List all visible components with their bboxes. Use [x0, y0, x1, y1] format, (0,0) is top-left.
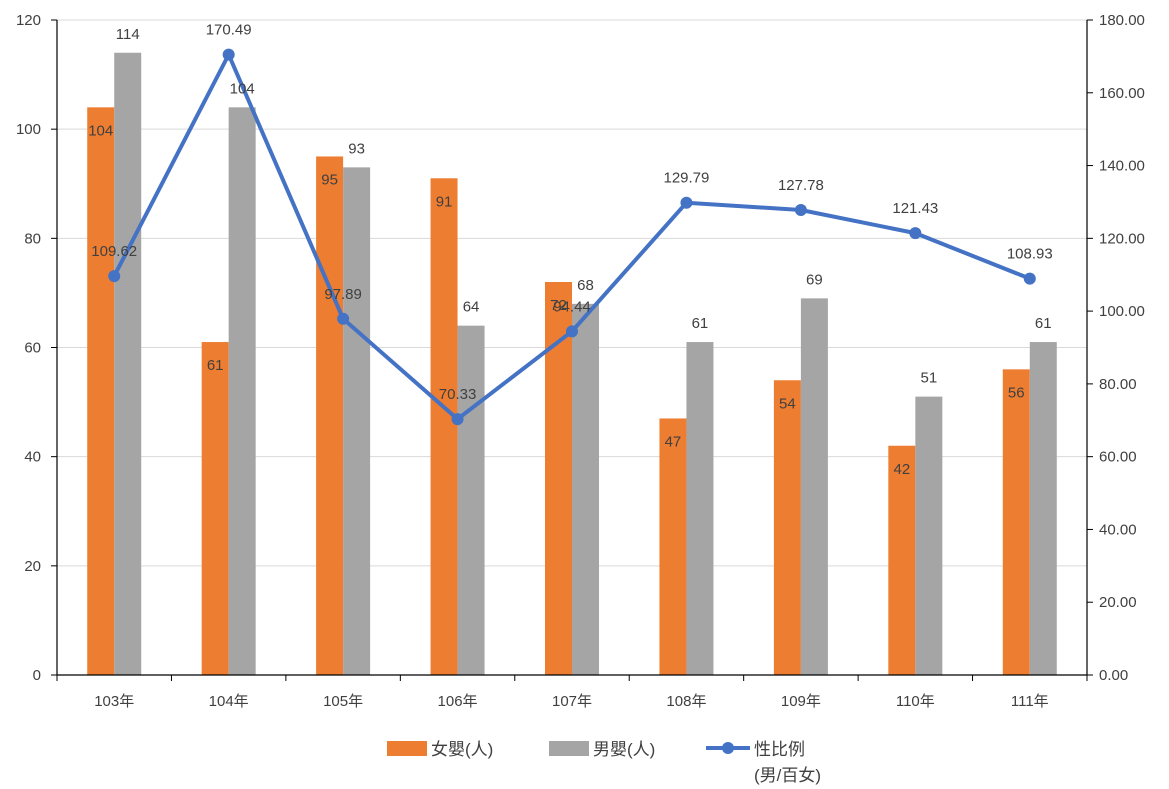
bar-data-label: 104	[230, 80, 255, 97]
bar-data-label: 61	[692, 315, 709, 332]
bar-male	[915, 396, 943, 675]
line-data-label: 121.43	[892, 200, 938, 217]
legend-label-sex-ratio: 性比例	[754, 740, 805, 759]
bar-male	[800, 298, 828, 675]
sex-ratio-point	[1023, 272, 1036, 285]
bar-female	[201, 342, 229, 675]
bar-female	[659, 418, 687, 675]
bar-data-label: 95	[321, 171, 338, 188]
y-tick-label-left: 20	[24, 558, 41, 575]
sex-ratio-point	[794, 204, 807, 217]
bar-male	[686, 342, 714, 675]
bar-data-label: 51	[920, 370, 937, 387]
y-tick-label-left: 40	[24, 449, 41, 466]
sex-ratio-point	[566, 325, 578, 338]
legend-label-sex-ratio-unit: (男/百女)	[754, 766, 821, 785]
x-tick-label: 104年	[209, 693, 249, 710]
line-series	[108, 48, 1036, 426]
x-tick-label: 109年	[781, 693, 821, 710]
bar-female	[1002, 369, 1030, 675]
sex-ratio-point	[451, 413, 464, 426]
x-tick-label: 103年	[94, 693, 134, 710]
bar-data-label: 72	[550, 297, 567, 314]
y-tick-label-right: 140.00	[1099, 158, 1145, 175]
bar-data-label: 104	[88, 122, 113, 139]
y-tick-label-right: 180.00	[1099, 12, 1145, 29]
data-labels: 104 61 95 91 72 47 54 42 56 114 104 93 64 68 61 69 51 61 1…	[88, 22, 1053, 478]
line-data-label: 109.62	[91, 243, 137, 260]
bar-female	[888, 445, 916, 675]
y-tick-label-right: 0.00	[1099, 667, 1128, 684]
legend-swatch-female	[387, 741, 427, 756]
y-tick-label-right: 120.00	[1099, 230, 1145, 247]
bar-male	[114, 52, 142, 675]
sex-ratio-point	[337, 312, 350, 325]
bar-male	[343, 167, 371, 675]
line-data-label: 97.89	[324, 286, 362, 303]
bar-data-label: 68	[577, 277, 594, 294]
bar-data-label: 56	[1008, 384, 1025, 401]
bar-female	[773, 380, 801, 675]
sex-ratio-point	[909, 227, 922, 240]
line-data-label: 108.93	[1007, 246, 1053, 263]
sex-ratio-point	[222, 48, 235, 61]
bar-male	[1029, 342, 1057, 675]
y-tick-label-right: 40.00	[1099, 521, 1137, 538]
bar-male	[457, 325, 485, 675]
line-data-label: 94.44	[553, 298, 591, 315]
legend: 女嬰(人) 男嬰(人) 性比例 (男/百女)	[387, 740, 821, 785]
bar-data-label: 42	[893, 461, 910, 478]
axes	[51, 19, 1093, 681]
y-tick-label-left: 0	[33, 667, 41, 684]
x-tick-label: 110年	[896, 693, 935, 710]
line-data-label: 70.33	[439, 386, 477, 403]
bar-data-label: 114	[116, 26, 140, 43]
y-tick-label-right: 100.00	[1099, 303, 1145, 320]
legend-marker-sex-ratio	[722, 742, 734, 754]
y-tick-label-right: 60.00	[1099, 449, 1137, 466]
tick-labels: 0 20 40 60 80 100 120 0.00 20.00 40.00 60.00 80.00 1…	[16, 12, 1145, 710]
x-tick-label: 105年	[323, 693, 363, 710]
line-data-label: 129.79	[663, 170, 709, 187]
legend-swatch-male	[549, 741, 589, 756]
bar-data-label: 54	[779, 395, 796, 412]
x-tick-label: 111年	[1011, 693, 1049, 710]
bar-data-label: 64	[463, 299, 480, 316]
bar-data-label: 69	[806, 271, 823, 288]
bar-female	[430, 178, 458, 675]
bar-data-label: 61	[207, 357, 224, 374]
y-tick-label-left: 120	[16, 12, 41, 29]
line-data-label: 170.49	[206, 22, 252, 39]
y-tick-label-left: 100	[16, 121, 41, 138]
bar-data-label: 61	[1035, 315, 1052, 332]
legend-label-female: 女嬰(人)	[431, 740, 493, 759]
bar-data-label: 93	[348, 140, 365, 157]
bar-series	[87, 52, 1057, 676]
y-tick-label-right: 160.00	[1099, 85, 1145, 102]
bar-female	[316, 156, 344, 676]
line-data-label: 127.78	[778, 177, 824, 194]
x-tick-label: 106年	[438, 693, 478, 710]
bar-male	[228, 107, 256, 676]
y-tick-label-left: 60	[24, 340, 41, 357]
x-tick-label: 108年	[666, 693, 706, 710]
bar-data-label: 47	[665, 433, 682, 450]
legend-label-male: 男嬰(人)	[593, 740, 655, 759]
sex-ratio-point	[680, 196, 693, 209]
y-tick-label-right: 20.00	[1099, 594, 1137, 611]
bar-data-label: 91	[436, 193, 453, 210]
bar-male	[572, 303, 599, 675]
bar-female	[87, 107, 115, 676]
y-tick-label-left: 80	[24, 230, 41, 247]
y-tick-label-right: 80.00	[1099, 376, 1137, 393]
x-tick-label: 107年	[552, 693, 592, 710]
sex-ratio-point	[108, 270, 121, 283]
